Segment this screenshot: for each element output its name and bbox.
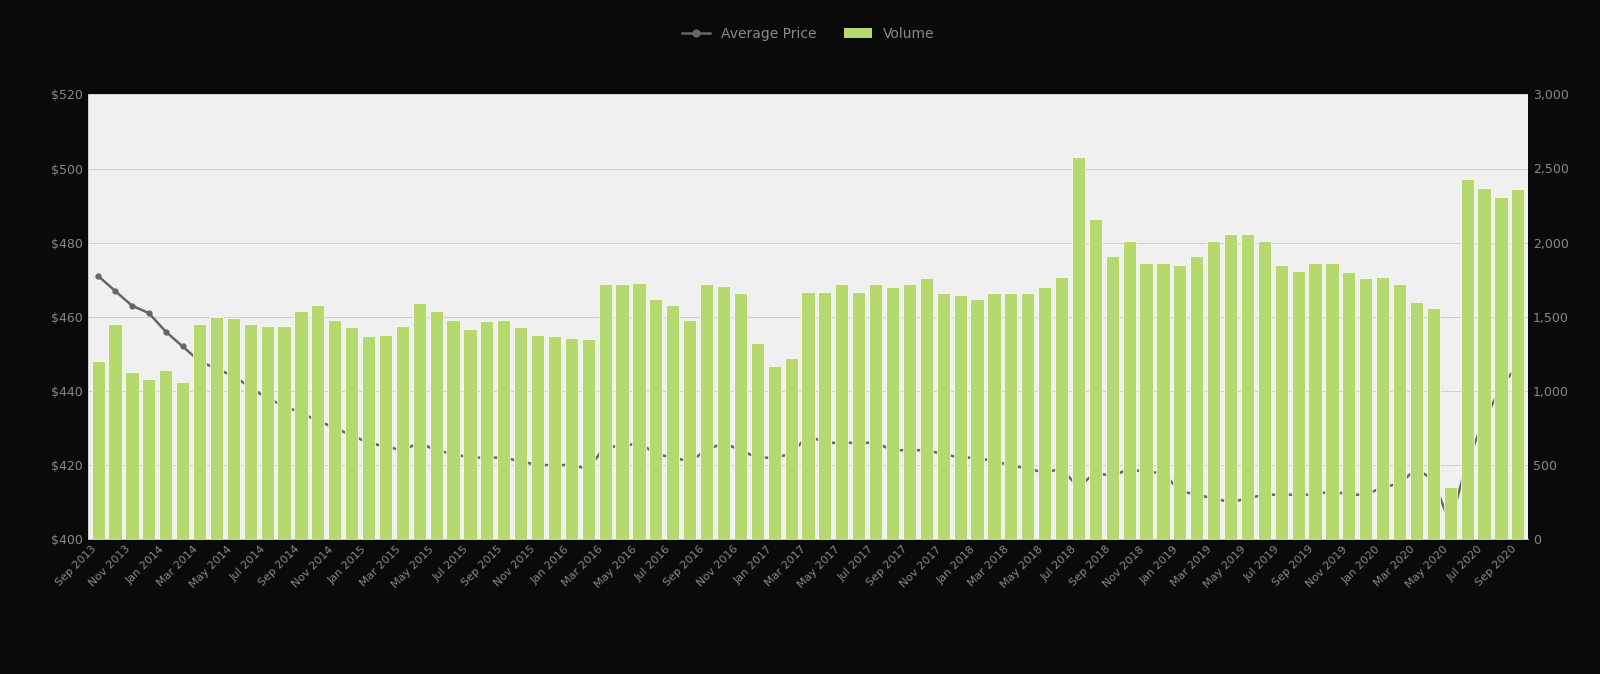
Bar	[869, 284, 882, 539]
Bar	[531, 334, 544, 539]
Bar	[1088, 219, 1102, 539]
Bar	[1190, 256, 1203, 539]
Bar	[1358, 278, 1373, 539]
Bar	[91, 361, 104, 539]
Bar	[277, 326, 291, 539]
Bar	[1242, 234, 1254, 539]
Bar	[565, 338, 578, 539]
Bar	[547, 336, 562, 539]
Bar	[987, 293, 1000, 539]
Bar	[1477, 188, 1491, 539]
Bar	[1394, 284, 1406, 539]
Bar	[717, 286, 730, 539]
Bar	[1342, 272, 1355, 539]
Bar	[1275, 265, 1288, 539]
Bar	[1443, 487, 1458, 539]
Bar	[616, 284, 629, 539]
Bar	[1224, 234, 1237, 539]
Bar	[1258, 241, 1270, 539]
Bar	[1157, 264, 1170, 539]
Bar	[362, 336, 374, 539]
Bar	[666, 305, 680, 539]
Bar	[1005, 293, 1018, 539]
Bar	[784, 359, 798, 539]
Bar	[346, 327, 358, 539]
Bar	[632, 282, 645, 539]
Bar	[1291, 271, 1304, 539]
Bar	[243, 324, 258, 539]
Bar	[227, 318, 240, 539]
Bar	[176, 382, 189, 539]
Bar	[312, 305, 325, 539]
Bar	[818, 292, 832, 539]
Bar	[1072, 156, 1085, 539]
Bar	[1206, 241, 1221, 539]
Bar	[1427, 308, 1440, 539]
Bar	[261, 326, 274, 539]
Bar	[514, 327, 528, 539]
Bar	[683, 319, 696, 539]
Bar	[413, 303, 426, 539]
Bar	[480, 321, 493, 539]
Bar	[498, 319, 510, 539]
Bar	[125, 371, 139, 539]
Bar	[886, 287, 899, 539]
Bar	[1512, 189, 1525, 539]
Bar	[768, 366, 781, 539]
Bar	[379, 334, 392, 539]
Bar	[750, 344, 763, 539]
Bar	[701, 284, 714, 539]
Bar	[1038, 287, 1051, 539]
Bar	[1461, 179, 1474, 539]
Bar	[650, 299, 662, 539]
Bar	[395, 326, 410, 539]
Bar	[835, 284, 848, 539]
Bar	[1173, 265, 1187, 539]
Bar	[210, 317, 222, 539]
Bar	[936, 293, 950, 539]
Bar	[1325, 264, 1339, 539]
Bar	[1123, 241, 1136, 539]
Bar	[971, 299, 984, 539]
Bar	[464, 329, 477, 539]
Bar	[954, 295, 966, 539]
Bar	[802, 292, 814, 539]
Bar	[1106, 256, 1118, 539]
Bar	[598, 284, 611, 539]
Bar	[1494, 197, 1507, 539]
Bar	[1021, 293, 1034, 539]
Bar	[328, 319, 341, 539]
Bar	[194, 324, 206, 539]
Bar	[1309, 264, 1322, 539]
Bar	[582, 339, 595, 539]
Bar	[1054, 277, 1069, 539]
Bar	[920, 278, 933, 539]
Bar	[902, 284, 917, 539]
Bar	[734, 293, 747, 539]
Bar	[142, 379, 155, 539]
Legend: Average Price, Volume: Average Price, Volume	[677, 22, 939, 47]
Bar	[1410, 302, 1422, 539]
Bar	[1139, 264, 1152, 539]
Bar	[1376, 277, 1389, 539]
Bar	[158, 370, 173, 539]
Bar	[294, 311, 307, 539]
Bar	[109, 324, 122, 539]
Bar	[429, 311, 443, 539]
Bar	[446, 319, 459, 539]
Bar	[853, 292, 866, 539]
